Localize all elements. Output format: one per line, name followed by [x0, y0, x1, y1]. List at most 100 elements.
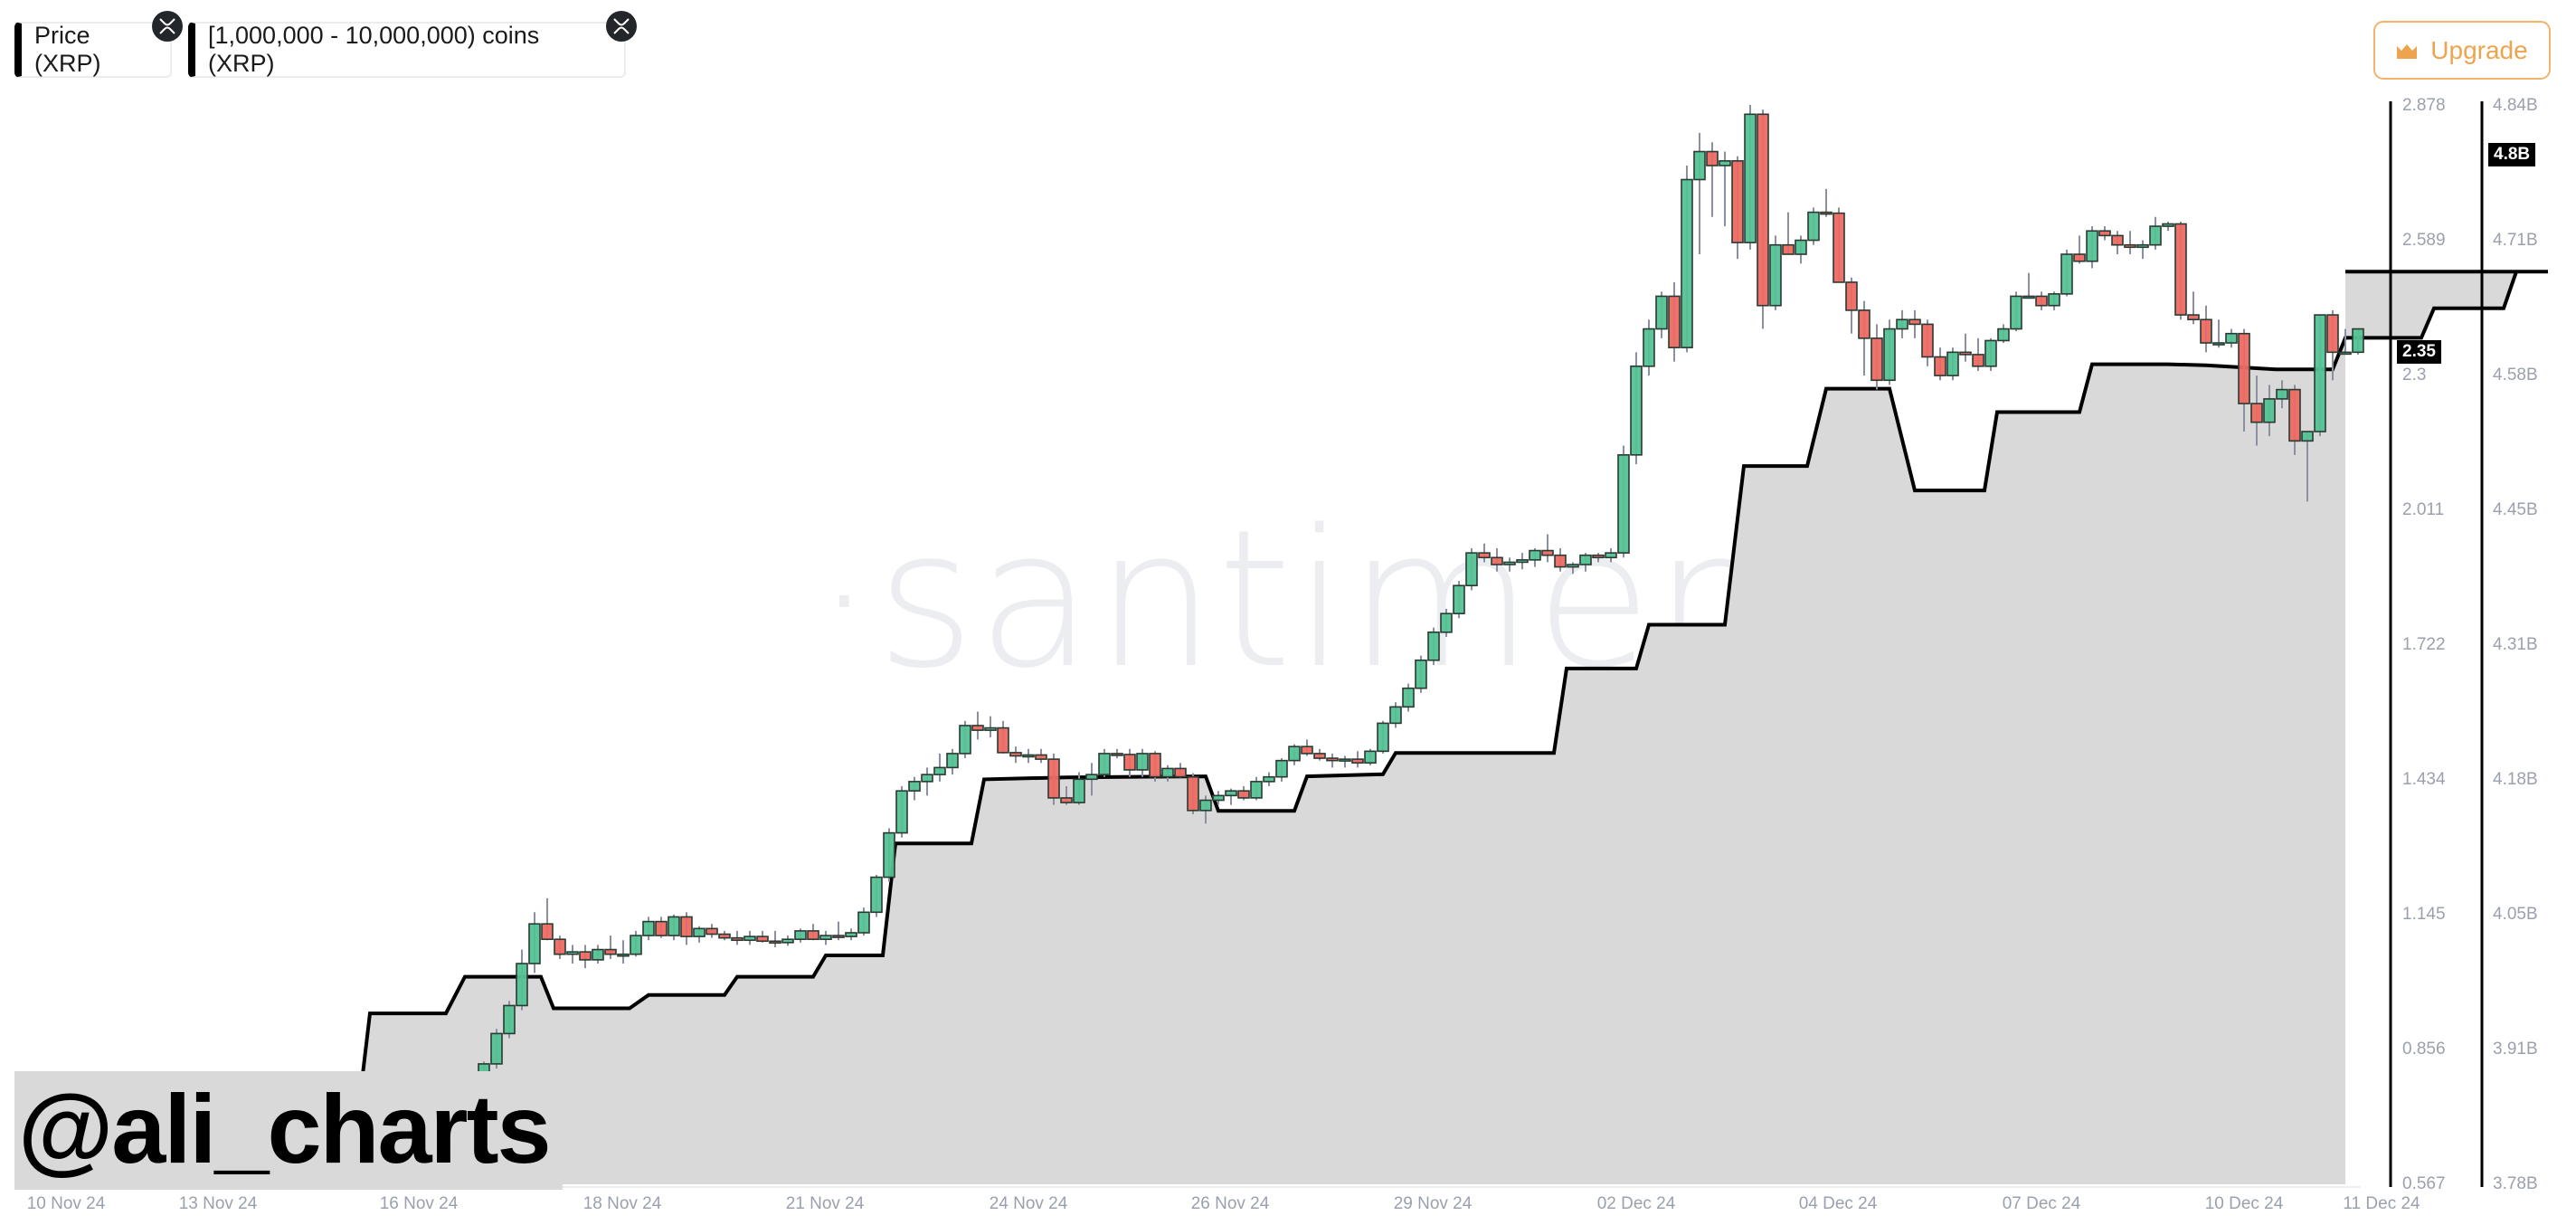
holdings-tick: 4.71B — [2493, 231, 2538, 250]
date-tick: 29 Nov 24 — [1393, 1194, 1473, 1213]
candle-down — [1174, 767, 1187, 778]
candle-up — [642, 920, 655, 936]
candle-up — [883, 831, 895, 878]
candle-down — [718, 933, 731, 939]
candle-down — [1541, 549, 1554, 556]
candle-up — [1655, 295, 1668, 330]
candle-down — [1237, 790, 1250, 799]
author-watermark: @ali_charts — [14, 1071, 563, 1190]
candle-down — [1908, 318, 1921, 326]
candle-up — [1984, 339, 1997, 367]
candle-down — [1111, 753, 1123, 756]
candle-up — [1579, 554, 1592, 565]
date-tick: 10 Dec 24 — [2204, 1194, 2284, 1213]
candle-up — [1769, 243, 1782, 307]
candle-up — [2339, 351, 2352, 356]
candle-up — [1263, 775, 1275, 783]
price-tick: 0.567 — [2402, 1174, 2446, 1193]
candle-up — [1516, 559, 1529, 564]
candle-up — [2086, 230, 2098, 262]
candle-down — [997, 726, 1009, 754]
candle-down — [2250, 403, 2263, 423]
metric-pill-price[interactable]: Price (XRP) — [14, 11, 183, 78]
candle-up — [1073, 778, 1085, 803]
candle-down — [1934, 356, 1946, 376]
candle-up — [2060, 253, 2073, 295]
candle-up — [1896, 318, 1908, 330]
candle-down — [1301, 745, 1313, 755]
metric-pill-holdings[interactable]: [1,000,000 - 10,000,000) coins (XRP) — [188, 11, 637, 78]
candle-down — [2098, 230, 2111, 237]
candle-up — [1617, 454, 1630, 554]
candle-up — [617, 953, 630, 957]
candle-down — [769, 940, 781, 945]
candle-up — [1440, 612, 1453, 633]
date-tick: 13 Nov 24 — [178, 1194, 258, 1213]
candle-down — [1149, 753, 1161, 778]
candle-up — [1883, 328, 1896, 382]
date-tick: 21 Nov 24 — [785, 1194, 865, 1213]
candle-up — [668, 916, 680, 936]
candle-down — [579, 951, 592, 961]
upgrade-button[interactable]: Upgrade — [2373, 21, 2551, 80]
candle-down — [1820, 211, 1833, 215]
candle-down — [756, 935, 769, 943]
price-tick: 0.856 — [2402, 1040, 2446, 1059]
candle-down — [1706, 150, 1719, 166]
candle-up — [566, 951, 579, 955]
candle-down — [1782, 243, 1795, 255]
candle-up — [1503, 561, 1516, 565]
price-tick: 2.011 — [2402, 500, 2445, 519]
candle-up — [1212, 794, 1225, 802]
candle-up — [781, 938, 794, 944]
candle-down — [554, 938, 566, 955]
candle-up — [895, 790, 908, 834]
candle-down — [2035, 295, 2048, 307]
candle-up — [933, 766, 946, 775]
candle-down — [832, 935, 845, 938]
holdings-tick: 4.84B — [2493, 96, 2538, 115]
candle-up — [2162, 223, 2174, 227]
candle-down — [2187, 314, 2200, 321]
candle-up — [870, 876, 883, 914]
holdings-tick: 3.91B — [2493, 1040, 2538, 1059]
date-tick: 04 Dec 24 — [1798, 1194, 1878, 1213]
candle-up — [1567, 564, 1579, 568]
candle-up — [1529, 549, 1541, 561]
author-watermark-text: @ali_charts — [18, 1074, 552, 1183]
candle-up — [1389, 706, 1402, 725]
crown-icon — [2397, 43, 2418, 59]
candle-down — [1326, 757, 1339, 762]
candle-down — [1592, 554, 1605, 559]
xrp-logo-icon[interactable] — [606, 11, 637, 42]
candle-up — [1744, 113, 1757, 243]
candle-down — [1833, 212, 1845, 283]
candle-up — [1453, 584, 1465, 614]
candle-up — [1795, 239, 1807, 255]
candle-up — [743, 935, 756, 942]
candle-up — [1250, 781, 1263, 799]
date-tick: 16 Nov 24 — [379, 1194, 459, 1213]
candle-down — [1478, 552, 1491, 559]
candle-down — [1351, 758, 1364, 764]
candle-up — [946, 753, 959, 769]
holdings-tick: 4.45B — [2493, 500, 2538, 519]
candle-up — [1415, 659, 1427, 689]
candle-up — [794, 930, 807, 941]
date-tick: 18 Nov 24 — [582, 1194, 662, 1213]
candle-up — [490, 1032, 503, 1065]
candle-up — [2149, 225, 2162, 246]
candle-up — [2010, 295, 2022, 330]
candle-up — [516, 963, 528, 1007]
candle-down — [1491, 556, 1503, 565]
candle-up — [1377, 722, 1389, 753]
price-tick: 2.589 — [2402, 231, 2446, 250]
candle-down — [2326, 314, 2339, 354]
candle-down — [1858, 309, 1870, 339]
candle-up — [857, 911, 870, 934]
xrp-logo-icon[interactable] — [152, 11, 183, 42]
candle-down — [971, 725, 984, 731]
candle-down — [1870, 337, 1883, 382]
candle-up — [1681, 178, 1693, 348]
